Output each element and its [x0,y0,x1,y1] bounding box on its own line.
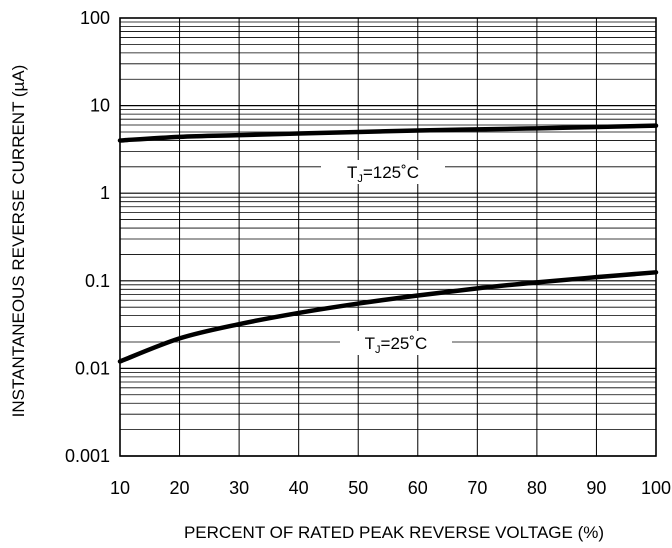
y-tick-label: 1 [100,183,110,203]
series-line-1 [117,123,659,143]
tick-labels: 10 20 30 40 50 60 70 80 90 100 0.001 0.01 0.1 1 10 100 [65,8,671,498]
y-tick-label: 10 [90,96,110,116]
grid [119,18,657,457]
x-tick-label: 100 [641,478,671,498]
series-label-2: TJ=25˚C [365,334,428,356]
x-tick-label: 20 [170,478,190,498]
series-label-bg [340,331,452,355]
x-tick-label: 70 [467,478,487,498]
x-tick-label: 80 [527,478,547,498]
curves [117,123,659,364]
y-tick-label: 0.1 [85,271,110,291]
x-axis-title: PERCENT OF RATED PEAK REVERSE VOLTAGE (%… [184,523,604,542]
y-tick-label: 0.01 [75,358,110,378]
x-tick-label: 30 [229,478,249,498]
series-labels: TJ=125˚C TJ=25˚C [321,160,452,356]
x-tick-label: 10 [110,478,130,498]
series-label-bg [321,160,445,184]
x-tick-label: 50 [348,478,368,498]
x-tick-label: 60 [408,478,428,498]
plot-frame [119,17,657,457]
series-line-2 [117,270,659,364]
y-axis-title: INSTANTANEOUS REVERSE CURRENT (µA) [9,65,28,418]
y-tick-label: 0.001 [65,446,110,466]
series-label-1: TJ=125˚C [347,163,419,185]
x-tick-label: 40 [289,478,309,498]
y-tick-label: 100 [80,8,110,28]
x-tick-label: 90 [586,478,606,498]
